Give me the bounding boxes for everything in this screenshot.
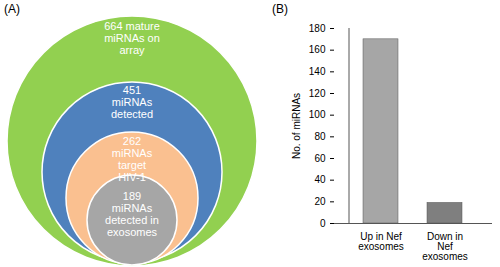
svg-text:189: 189	[123, 190, 141, 202]
svg-text:0: 0	[320, 218, 326, 229]
svg-text:array: array	[119, 44, 145, 56]
svg-text:80: 80	[314, 131, 326, 142]
html-text:(A): (A)	[4, 2, 20, 16]
svg-text:miRNAs: miRNAs	[112, 202, 153, 214]
svg-text:miRNAs: miRNAs	[112, 96, 153, 108]
svg-text:160: 160	[309, 44, 326, 55]
svg-text:120: 120	[309, 88, 326, 99]
svg-text:miRNAs: miRNAs	[112, 147, 153, 159]
svg-text:40: 40	[314, 174, 326, 185]
svg-text:exosomes: exosomes	[107, 226, 158, 238]
svg-text:140: 140	[309, 66, 326, 77]
svg-text:No. of miRNAs: No. of miRNAs	[291, 93, 302, 159]
svg-text:detected: detected	[111, 108, 153, 120]
svg-text:miRNAs on: miRNAs on	[104, 32, 160, 44]
svg-text:HIV-1: HIV-1	[118, 171, 146, 183]
svg-text:60: 60	[314, 153, 326, 164]
svg-text:180: 180	[309, 23, 326, 34]
html-text:(B): (B)	[272, 2, 288, 16]
svg-text:target: target	[118, 159, 146, 171]
svg-text:100: 100	[309, 109, 326, 120]
svg-text:664 mature: 664 mature	[104, 20, 160, 32]
svg-text:detected in: detected in	[105, 214, 159, 226]
svg-text:Up in Nefexosomes: Up in Nefexosomes	[358, 231, 404, 252]
svg-text:20: 20	[314, 196, 326, 207]
svg-text:Down inNefexosomes: Down inNefexosomes	[422, 231, 468, 262]
svg-text:262: 262	[123, 135, 141, 147]
svg-text:451: 451	[123, 84, 141, 96]
